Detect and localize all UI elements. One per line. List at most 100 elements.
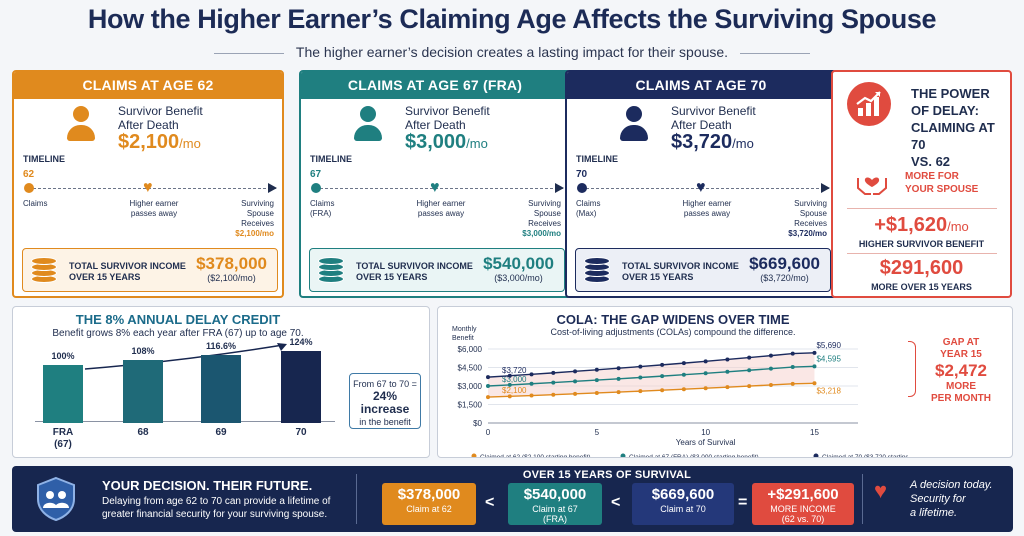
timeline-dot	[311, 183, 321, 193]
timeline-arrow	[821, 183, 830, 193]
summary-label: Claim at 70	[660, 504, 706, 514]
data-point	[594, 378, 599, 383]
start-label: $3,000	[502, 375, 527, 384]
data-point	[681, 372, 686, 377]
person-head	[626, 106, 642, 122]
data-point	[616, 366, 621, 371]
summary-value: $540,000	[523, 486, 587, 503]
person-icon	[353, 106, 383, 144]
data-point	[812, 364, 817, 369]
total-value: $378,000	[196, 254, 267, 273]
bar-category-label: 69	[215, 427, 227, 438]
summary-value: +$291,600	[767, 486, 839, 503]
delay-bar	[281, 350, 321, 423]
delay-credit-title: THE 8% ANNUAL DELAY CREDIT	[75, 312, 281, 327]
note-text: From 67 to 70 =	[353, 379, 417, 389]
data-point	[594, 367, 599, 372]
y-tick-label: $3,000	[458, 382, 483, 391]
delay-credit-panel: THE 8% ANNUAL DELAY CREDIT Benefit grows…	[12, 306, 430, 458]
divider	[847, 253, 997, 254]
data-point	[551, 370, 556, 375]
gap-label: MORE PER MONTH	[931, 381, 991, 404]
total-difference: $291,600	[879, 257, 964, 279]
divider	[356, 474, 357, 524]
data-point	[638, 375, 643, 380]
x-tick-label: 0	[486, 428, 491, 437]
timeline-dot	[577, 183, 587, 193]
total-income-label: TOTAL SURVIVOR INCOME OVER 15 YEARS	[69, 261, 186, 282]
timeline-dot	[24, 183, 34, 193]
note-highlight: 24% increase	[360, 389, 410, 416]
summary-box: +$291,600 MORE INCOME (62 vs. 70)	[752, 483, 854, 525]
total-income-label: TOTAL SURVIVOR INCOME OVER 15 YEARS	[356, 261, 473, 282]
note-text: in the benefit	[359, 417, 411, 427]
data-point	[703, 386, 708, 391]
data-point	[486, 384, 490, 388]
timeline-label: TIMELINE	[576, 154, 618, 164]
legend-marker	[813, 453, 819, 457]
x-tick-label: 5	[595, 428, 600, 437]
data-point	[703, 371, 708, 376]
person-icon	[66, 106, 96, 144]
data-point	[812, 350, 817, 355]
y-tick-label: $6,000	[458, 345, 483, 354]
delay-bar	[123, 359, 163, 423]
data-point	[768, 382, 773, 387]
spouse-receives-amount: $3,000/mo	[522, 229, 561, 238]
claim-age: 70	[576, 169, 588, 180]
card-header: CLAIMS AT AGE 70	[567, 72, 835, 99]
page-subtitle: The higher earner’s decision creates a l…	[0, 44, 1024, 60]
passes-away-label: Higher earner passes away	[416, 199, 466, 218]
gap-label: GAP AT YEAR 15	[940, 337, 982, 360]
bottom-banner: YOUR DECISION. THEIR FUTURE. Delaying fr…	[12, 466, 1013, 532]
heart-hands-icon	[855, 166, 889, 196]
total-sub: ($3,720/mo)	[760, 273, 809, 283]
amount-value: $3,720	[671, 131, 733, 153]
summary-box: $540,000 Claim at 67 (FRA)	[508, 483, 602, 525]
monthly-difference-label: HIGHER SURVIVOR BENEFIT	[858, 239, 985, 249]
timeline-arrow	[555, 183, 564, 193]
bar-category-label: 70	[295, 427, 307, 438]
survivor-benefit-amount: $3,720/mo	[671, 131, 754, 154]
banner-title: YOUR DECISION. THEIR FUTURE.	[102, 478, 313, 493]
card-header: CLAIMS AT AGE 62	[14, 72, 282, 99]
summary-value: $669,600	[651, 486, 715, 503]
spouse-receives-amount: $2,100/mo	[235, 229, 274, 238]
delay-credit-subtitle: Benefit grows 8% each year after FRA (67…	[52, 328, 304, 339]
data-point	[703, 359, 708, 364]
data-point	[660, 374, 665, 379]
data-point	[507, 394, 512, 399]
start-label: $2,100	[502, 386, 527, 395]
total-difference-label: MORE OVER 15 YEARS	[871, 282, 972, 292]
data-point	[616, 376, 621, 381]
delay-increase-note: From 67 to 70 = 24% increase in the bene…	[349, 373, 421, 429]
power-of-delay-card: THE POWER OF DELAY: CLAIMING AT 70 VS. 6…	[831, 70, 1012, 298]
cola-title: COLA: THE GAP WIDENS OVER TIME	[556, 312, 790, 327]
coin	[318, 257, 344, 265]
series-line	[487, 365, 815, 387]
claims-label: Claims (FRA)	[310, 199, 335, 218]
summary-box: $378,000 Claim at 62	[382, 483, 476, 525]
summary-label: MORE INCOME (62 vs. 70)	[770, 504, 836, 524]
total-income-box: TOTAL SURVIVOR INCOME OVER 15 YEARS $540,…	[309, 248, 565, 292]
data-point	[486, 395, 490, 400]
coin	[31, 257, 57, 265]
legend-label: Claimed at 70 ($3,720 starting benefit)	[822, 454, 908, 457]
data-point	[747, 384, 752, 389]
data-point	[747, 355, 752, 360]
power-title: THE POWER OF DELAY: CLAIMING AT 70 VS. 6…	[911, 86, 995, 169]
amount-value: $2,100	[118, 131, 180, 153]
claim-card: CLAIMS AT AGE 67 (FRA) Survivor Benefit A…	[299, 70, 571, 298]
monthly-difference: +$1,620/mo	[874, 214, 969, 236]
survivor-benefit-amount: $2,100/mo	[118, 131, 201, 154]
gap-shading	[488, 352, 815, 398]
x-tick-label: 10	[701, 428, 710, 437]
data-point	[725, 369, 730, 374]
delay-bar	[43, 364, 83, 423]
claims-label: Claims (Max)	[576, 199, 601, 218]
data-point	[573, 369, 578, 374]
y-tick-label: $0	[473, 419, 482, 428]
spouse-receives-amount: $3,720/mo	[788, 229, 827, 238]
gap-callout: GAP AT YEAR 15 $2,472 MORE PER MONTH	[916, 337, 1006, 405]
banner-text: Delaying from age 62 to 70 can provide a…	[102, 496, 331, 520]
